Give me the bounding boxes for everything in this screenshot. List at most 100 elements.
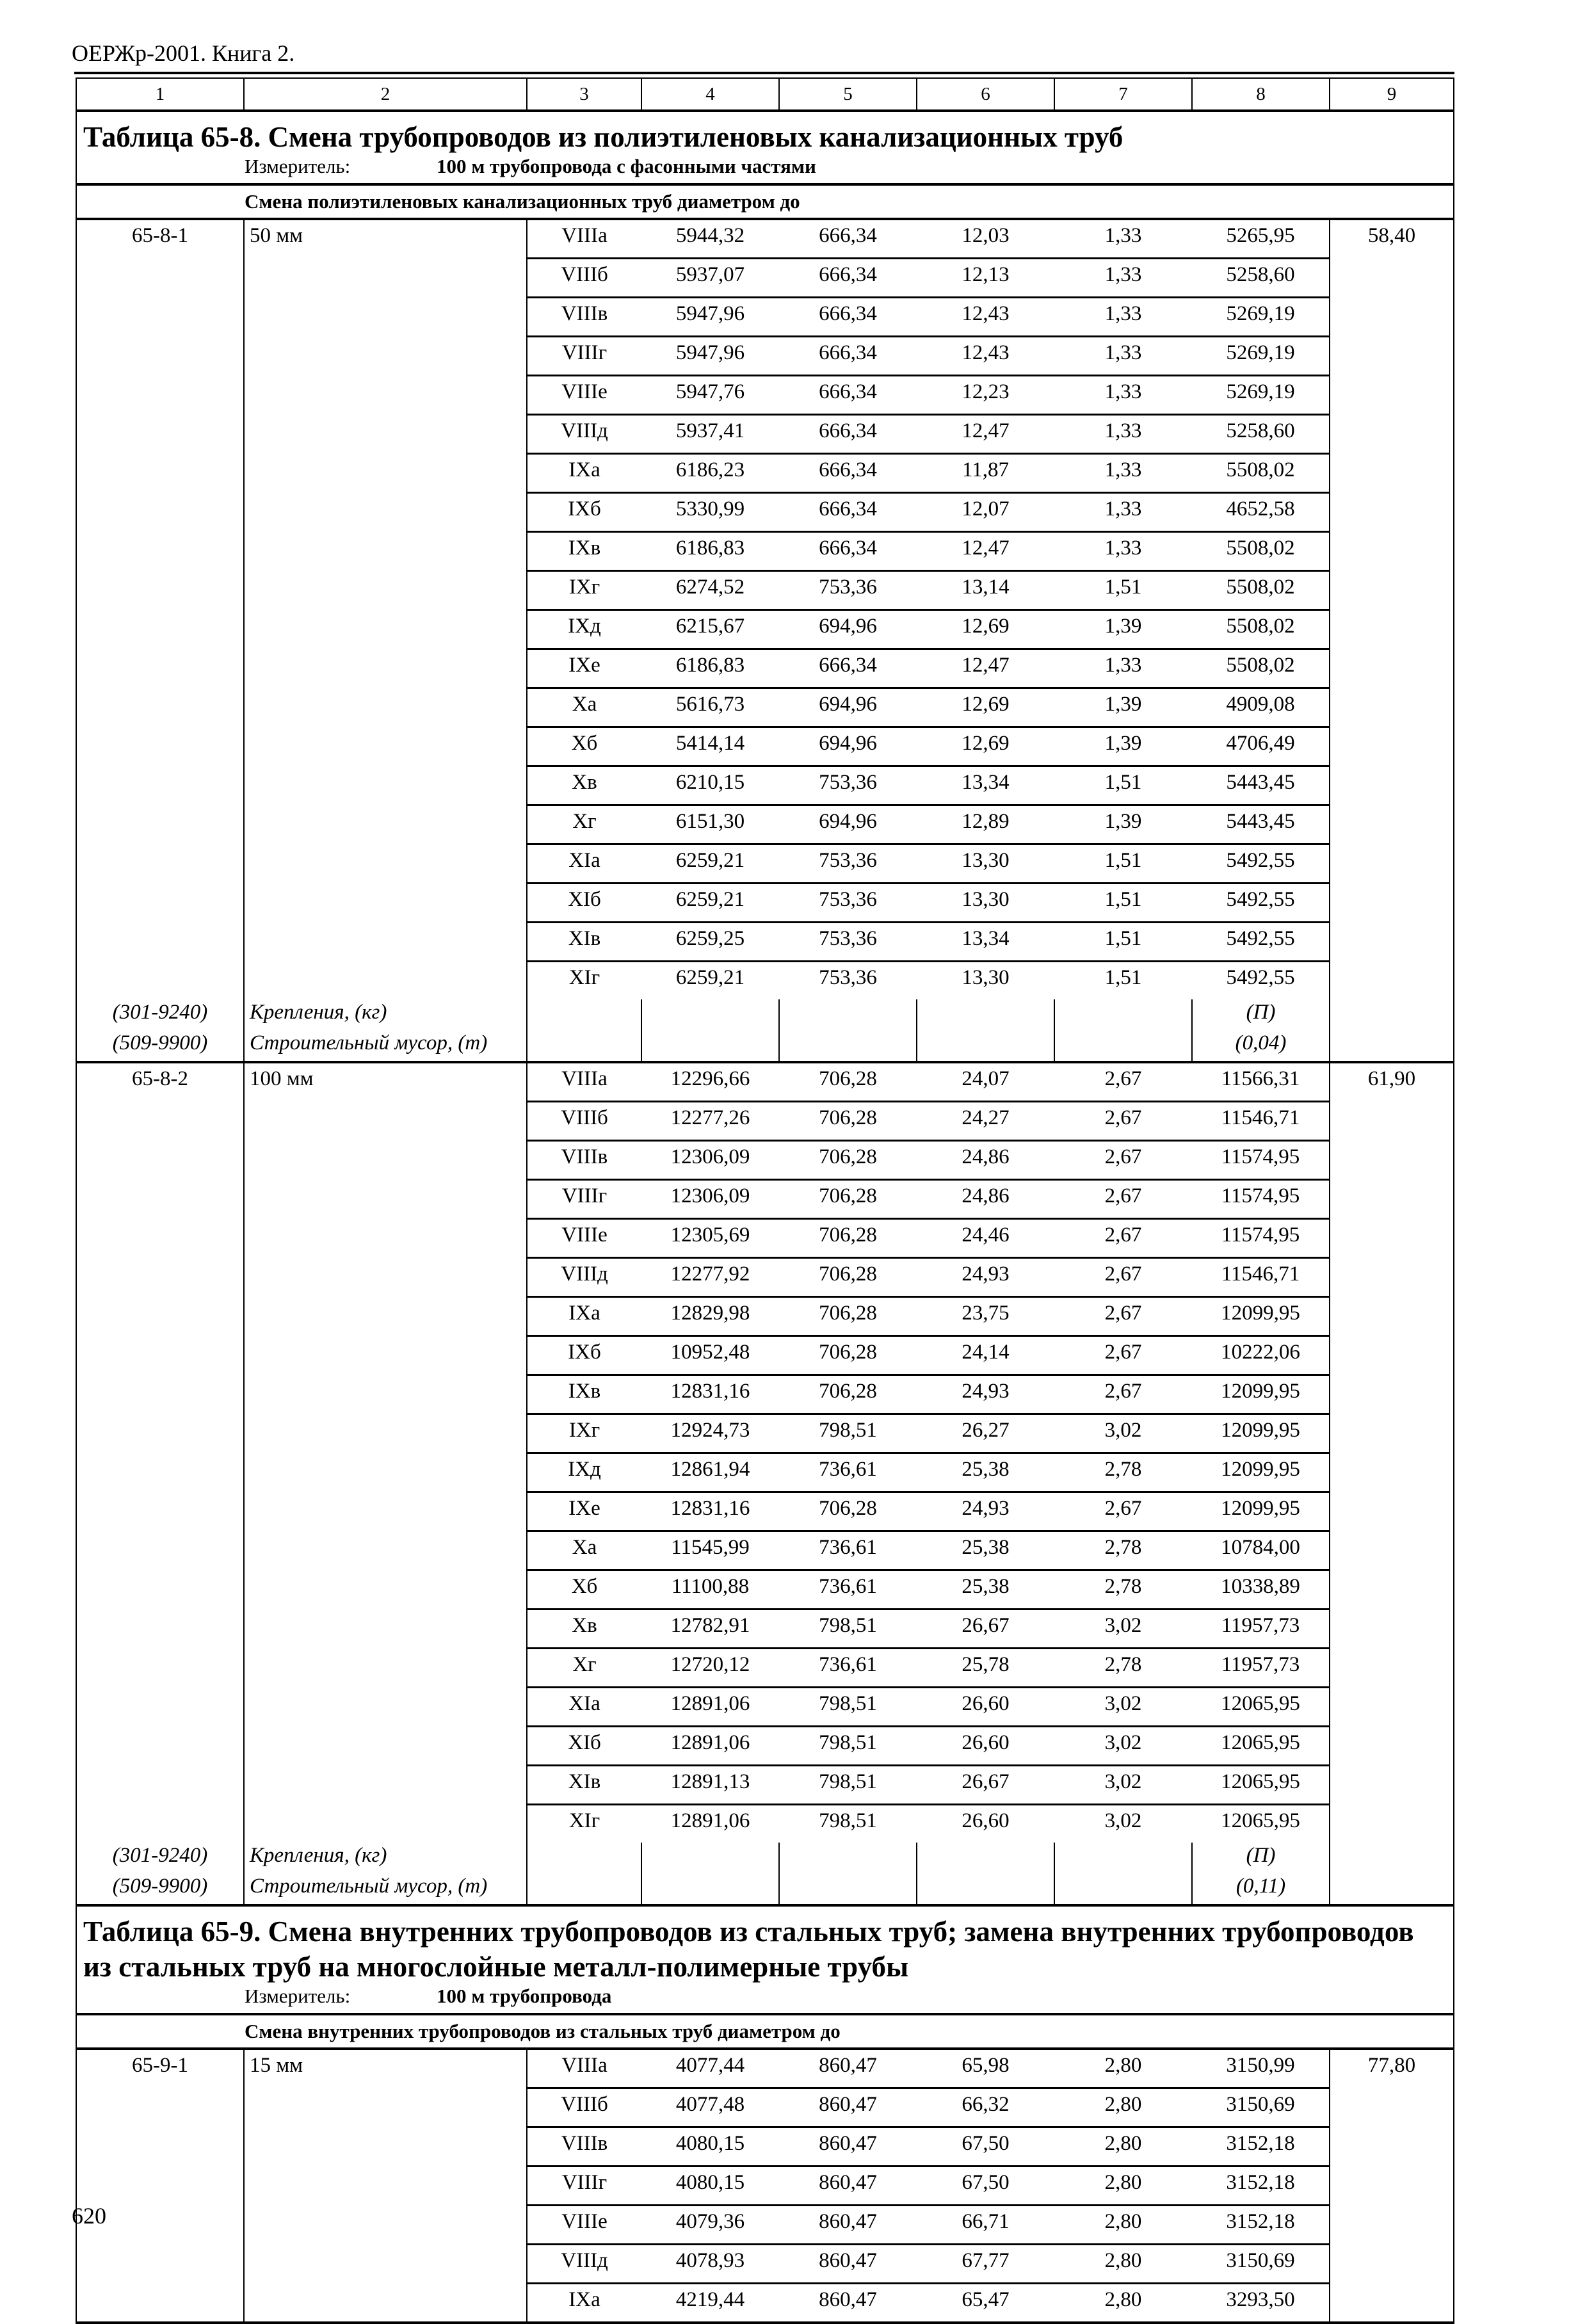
value-cell: 13,30 [917,960,1054,999]
table-row: VIIIе 5947,76 666,34 12,23 1,33 5269,19 [76,375,1454,415]
value-cell: 2,67 [1054,1061,1192,1102]
value-cell: 25,38 [917,1530,1054,1570]
value-cell: 2,80 [1054,2282,1192,2324]
table-row: IXг 12924,73 798,51 26,27 3,02 12099,95 [76,1413,1454,1453]
value-cell: 706,28 [779,1374,917,1414]
material-name: Строительный мусор, (т) [243,1873,527,1905]
rate-code [76,1492,245,1531]
value-cell: 24,93 [917,1491,1054,1531]
value-cell: 12,43 [917,296,1054,337]
rate-code [76,727,245,766]
value-cell: 3152,18 [1192,2204,1330,2245]
value-cell: 798,51 [779,1764,917,1805]
value-cell: 5937,41 [641,414,779,454]
table-row: 65-9-1 15 мм VIIIа 4077,44 860,47 65,98 2,80 31… [76,2047,1454,2088]
value-cell: 753,36 [779,765,917,805]
labor-value [1329,2127,1454,2167]
table-title-cell: Таблица 65-8. Смена трубопроводов из пол… [76,109,1454,184]
table-row: 65-8-2 100 мм VIIIа 12296,66 706,28 24,07 2,67… [76,1061,1454,1102]
empty-cell [778,999,917,1030]
column-number: 1 [76,77,245,111]
value-cell: 694,96 [779,726,917,766]
measure-value: 100 м трубопровода с фасонными частями [437,155,816,177]
zone-cell: IXа [527,453,641,493]
value-cell: 11574,95 [1192,1179,1330,1219]
pipe-diameter [243,2283,527,2324]
value-cell: 12720,12 [641,1647,779,1688]
labor-value [1329,688,1454,727]
value-cell: 26,67 [917,1608,1054,1649]
value-cell: 706,28 [779,1061,917,1102]
labor-value [1329,1687,1454,1727]
material-name-text: Строительный мусор, (т) [250,1031,488,1054]
material-quantity: (0,04) [1191,1030,1330,1062]
value-cell: 4652,58 [1192,492,1330,532]
value-cell: 12065,95 [1192,1686,1330,1727]
value-cell: 2,67 [1054,1218,1192,1258]
value-cell: 6151,30 [641,804,779,844]
value-cell: 6215,67 [641,609,779,649]
rate-code: 65-9-1 [76,2047,245,2088]
table-row: VIIIе 4079,36 860,47 66,71 2,80 3152,18 [76,2204,1454,2245]
table-row: IXд 12861,94 736,61 25,38 2,78 12099,95 [76,1452,1454,1492]
labor-value [1329,258,1454,298]
value-cell: 12891,06 [641,1804,779,1843]
zone-cell: XIг [527,1804,641,1843]
value-cell: 12891,06 [641,1725,779,1766]
labor-value [1329,883,1454,923]
value-cell: 26,60 [917,1725,1054,1766]
empty-cell [1329,1873,1454,1905]
empty-cell [641,1843,780,1873]
table-row: Xа 11545,99 736,61 25,38 2,78 10784,00 [76,1530,1454,1570]
labor-value [1329,2244,1454,2284]
value-cell: 12065,95 [1192,1725,1330,1766]
pipe-diameter [243,2205,527,2245]
value-cell: 666,34 [779,453,917,493]
material-name-text: Крепления, (кг) [250,1001,387,1024]
value-cell: 6259,25 [641,921,779,962]
pipe-diameter [243,844,527,884]
empty-cell [1054,1030,1193,1062]
pipe-diameter [243,922,527,962]
value-cell: 1,33 [1054,453,1192,493]
labor-value [1329,844,1454,884]
material-name: Крепления, (кг) [243,999,527,1030]
pipe-diameter [243,1414,527,1453]
pipe-diameter [243,1453,527,1492]
labor-value [1329,1804,1454,1843]
value-cell: 10222,06 [1192,1335,1330,1375]
labor-value: 61,90 [1329,1061,1454,1102]
value-cell: 11100,88 [641,1569,779,1610]
value-cell: 24,86 [917,1179,1054,1219]
value-cell: 3152,18 [1192,2165,1330,2206]
material-row: (509-9900) Строительный мусор, (т) (0,04) [76,1030,1454,1062]
table-row: Xв 12782,91 798,51 26,67 3,02 11957,73 [76,1608,1454,1649]
labor-value [1329,2166,1454,2206]
rate-code [76,492,245,532]
zone-cell: IXа [527,1296,641,1336]
value-cell: 2,78 [1054,1569,1192,1610]
value-cell: 11957,73 [1192,1608,1330,1649]
table-row: IXв 6186,83 666,34 12,47 1,33 5508,02 [76,531,1454,571]
rate-code [76,1726,245,1766]
value-cell: 12,43 [917,335,1054,376]
value-cell: 12277,26 [641,1101,779,1141]
zone-cell: XIб [527,1725,641,1766]
value-cell: 736,61 [779,1452,917,1492]
labor-value: 58,40 [1329,218,1454,259]
table-row: IXе 12831,16 706,28 24,93 2,67 12099,95 [76,1491,1454,1531]
value-cell: 1,33 [1054,296,1192,337]
value-cell: 3150,69 [1192,2087,1330,2127]
pipe-diameter [243,1140,527,1180]
rate-code [76,336,245,376]
rate-code [76,1375,245,1414]
value-cell: 10784,00 [1192,1530,1330,1570]
pipe-diameter: 15 мм [243,2047,527,2088]
table-row: IXв 12831,16 706,28 24,93 2,67 12099,95 [76,1374,1454,1414]
material-row: (301-9240) Крепления, (кг) (П) [76,999,1454,1030]
value-cell: 12782,91 [641,1608,779,1649]
header-rule [74,72,1454,74]
table-row: VIIIд 12277,92 706,28 24,93 2,67 11546,71 [76,1257,1454,1297]
value-cell: 1,51 [1054,960,1192,999]
rate-code [76,375,245,415]
